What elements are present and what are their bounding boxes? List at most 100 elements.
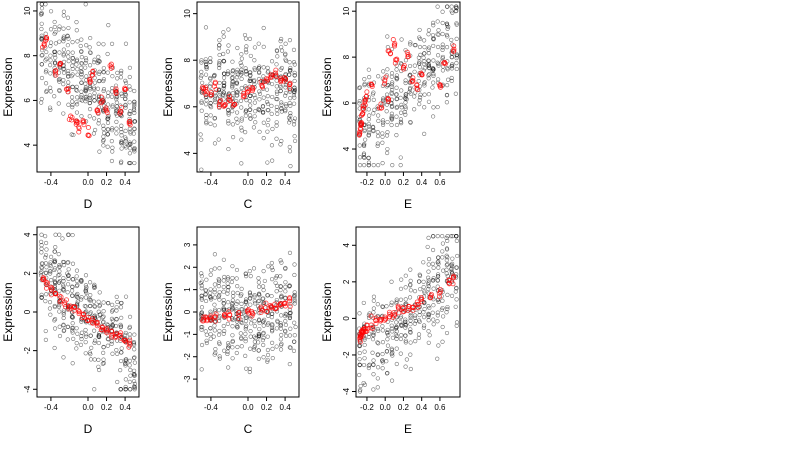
observed-point [427,72,432,77]
observed-point [269,111,274,116]
observed-point [204,112,209,118]
fitted-point [118,330,124,336]
observed-point [265,347,271,353]
fitted-point [362,329,368,335]
fitted-point [383,74,389,80]
observed-point [449,64,454,69]
observed-point [221,306,227,312]
x-tick-label: -0.4 [204,178,218,187]
observed-point [257,108,262,113]
observed-point [449,4,454,9]
observed-point [105,51,110,57]
observed-point [287,361,292,367]
observed-point [208,81,213,86]
observed-point [256,41,261,46]
observed-point [413,318,418,324]
observed-point [132,332,137,337]
observed-point [279,45,284,50]
observed-point [110,149,115,154]
observed-point [256,76,262,82]
observed-point [357,101,362,106]
observed-point [83,81,88,86]
observed-point [436,343,441,348]
observed-point [403,338,408,343]
observed-point [426,329,431,334]
observed-point [239,63,244,68]
plot-frame [355,1,461,173]
observed-point [278,85,283,90]
observed-point [445,26,450,31]
observed-point [248,78,254,84]
observed-point [132,379,137,384]
observed-point [66,232,71,237]
observed-point [200,80,205,85]
observed-point [229,279,235,285]
observed-point [380,120,386,125]
observed-point [61,322,66,327]
fitted-point [446,277,452,283]
observed-point [87,100,93,105]
observed-point [199,167,204,172]
observed-point [75,95,80,100]
fitted-point [221,102,227,108]
observed-point [376,328,381,333]
observed-point [212,115,218,121]
y-axis-title: Expression [320,282,334,341]
observed-point [436,77,441,82]
observed-point [56,27,62,32]
observed-point [97,71,102,76]
observed-point [43,234,48,239]
observed-point [265,334,270,339]
x-tick-label: -0.4 [44,403,58,412]
observed-point [361,152,366,157]
observed-point [266,313,271,318]
fitted-point [428,291,434,297]
observed-point [101,88,106,94]
observed-point [238,320,244,325]
observed-point [52,66,57,71]
observed-point [69,74,74,79]
observed-point [203,25,209,30]
observed-point [361,300,366,306]
observed-point [43,2,48,7]
x-tick-label: 0.2 [261,178,273,187]
observed-point [449,269,454,274]
observed-point [122,143,128,148]
fitted-point [122,338,128,344]
observed-point [389,122,394,128]
fitted-point [287,298,293,304]
observed-point [274,107,279,113]
observed-point [279,341,284,346]
observed-point [256,318,262,323]
observed-point [119,315,124,320]
observed-point [203,102,209,107]
observed-point [48,85,53,90]
observed-point [226,300,231,305]
observed-point [274,120,279,125]
observed-point [403,333,408,338]
observed-point [371,306,376,311]
plot-frame [355,226,461,398]
observed-point [279,109,284,114]
observed-point [119,350,124,355]
observed-point [287,250,293,255]
observed-point [435,104,440,110]
observed-point [217,80,222,86]
observed-point [403,92,408,97]
observed-point [43,270,48,275]
observed-point [84,334,89,339]
observed-point [208,287,213,292]
fitted-point [103,328,109,334]
observed-point [79,89,84,94]
fitted-point [43,279,49,285]
fitted-point [226,309,232,315]
observed-point [101,66,106,71]
observed-point [74,274,79,279]
fitted-point [357,130,363,136]
observed-point [115,94,120,99]
observed-point [292,116,298,121]
observed-point [403,285,408,290]
fitted-point [109,64,115,70]
fitted-point [264,78,270,84]
